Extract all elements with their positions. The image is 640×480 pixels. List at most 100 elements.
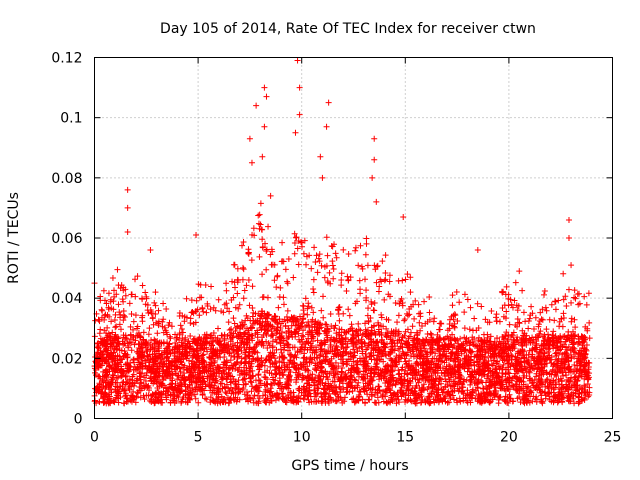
data-point [196,294,203,301]
data-point [504,338,511,345]
data-point [106,313,113,320]
data-point [362,251,369,258]
data-point [536,317,543,324]
data-point [375,383,382,390]
data-point [513,302,520,309]
data-point [492,390,499,397]
data-point [291,250,298,257]
data-point [568,299,575,306]
data-point [192,395,199,402]
data-point [250,225,257,232]
data-point [285,371,292,378]
data-point [139,360,146,367]
data-point [147,375,154,382]
data-point [530,326,537,333]
data-point [160,358,167,365]
data-point [378,311,385,318]
data-point [296,387,303,394]
data-point [379,258,386,265]
data-point [290,354,297,361]
data-point [439,389,446,396]
data-point [146,364,153,371]
data-point [138,363,145,370]
data-point [264,376,271,383]
data-point [339,341,346,348]
data-point [307,354,314,361]
data-point [141,353,148,360]
data-point [152,302,159,309]
data-point [575,372,582,379]
data-point [394,389,401,396]
data-point [328,355,335,362]
data-point [362,330,369,337]
data-point [447,341,454,348]
data-point [505,379,512,386]
data-point [387,378,394,385]
data-point [121,347,128,354]
data-point [143,344,150,351]
data-point [225,319,232,326]
data-point [562,349,569,356]
data-point [207,306,214,313]
data-point [255,212,262,219]
data-point [164,355,171,362]
data-point [435,347,442,354]
data-point [382,393,389,400]
data-point [496,318,503,325]
data-point [560,394,567,401]
data-point [495,400,502,407]
data-point [210,330,217,337]
data-point [463,338,470,345]
data-point [448,349,455,356]
data-point [96,330,103,337]
data-point [310,289,317,296]
data-point [457,398,464,405]
data-point [411,315,418,322]
data-point [331,378,338,385]
data-point [278,385,285,392]
data-point [111,287,118,294]
data-point [238,319,245,326]
data-point [277,335,284,342]
data-point [485,365,492,372]
data-point [453,351,460,358]
data-point [413,329,420,336]
data-point [459,384,466,391]
data-point [350,335,357,342]
data-point [259,236,266,243]
data-point [257,324,264,331]
data-point [200,308,207,315]
data-point [298,344,305,351]
data-point [257,200,264,207]
data-point [424,331,431,338]
data-point [215,296,222,303]
data-point [272,377,279,384]
data-point [312,398,319,405]
data-point [564,376,571,383]
data-point [407,274,414,281]
data-point [190,348,197,355]
data-point [120,332,127,339]
data-point [262,392,269,399]
data-point [222,389,229,396]
data-point [310,276,317,283]
data-point [147,368,154,375]
data-point [429,355,436,362]
data-point [474,300,481,307]
data-point [304,311,311,318]
data-point [525,351,532,358]
data-point [214,400,221,407]
data-point [393,400,400,407]
data-point [178,398,185,405]
data-point [211,398,218,405]
data-point [375,371,382,378]
data-point [407,329,414,336]
data-point [156,360,163,367]
data-point [559,323,566,330]
data-point [324,326,331,333]
data-point [406,311,413,318]
data-point [363,346,370,353]
data-point [131,382,138,389]
data-point [306,359,313,366]
data-point [368,356,375,363]
